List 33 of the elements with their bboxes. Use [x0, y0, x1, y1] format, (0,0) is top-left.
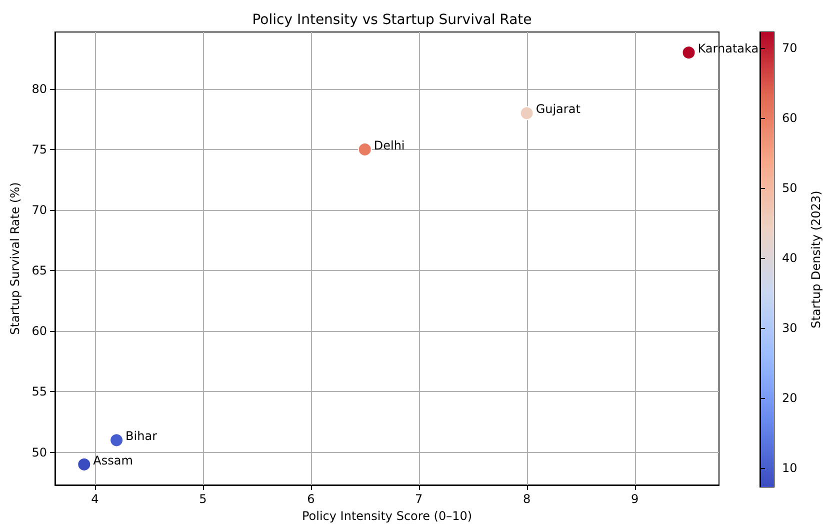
y-axis-title: Startup Survival Rate (%) [8, 182, 22, 335]
point [520, 106, 534, 120]
y-tick-label: 80 [32, 82, 47, 96]
annotation: Delhi [374, 138, 405, 152]
annotation: Bihar [126, 429, 158, 444]
x-tick-label: 5 [199, 492, 207, 506]
y-tick-label: 75 [32, 142, 47, 156]
color-bar-label: 70 [782, 41, 798, 56]
x-tick-label: 7 [415, 492, 423, 506]
color-bar-label: 10 [782, 461, 798, 476]
y-tick-label: 55 [32, 384, 47, 399]
x-tick-label: 9 [630, 492, 639, 506]
color-bar-label: 50 [782, 181, 798, 196]
y-tick-label: 70 [32, 203, 47, 218]
x-axis-title: Policy Intensity Score (0–10) [302, 509, 472, 523]
x-tick-label: 8 [523, 492, 531, 506]
chart-title: Policy Intensity vs Startup Survival Rate [252, 12, 532, 28]
annotation: Assam [93, 453, 133, 468]
y-tick-label: 60 [32, 324, 47, 338]
color-bar-label: 60 [782, 111, 798, 126]
point [77, 457, 92, 472]
color-bar-title: Startup Density (2023) [809, 190, 823, 328]
y-tick-label: 50 [32, 445, 47, 460]
point [110, 433, 124, 448]
point [682, 46, 696, 60]
y-tick-label: 65 [32, 264, 47, 278]
color-bar-label: 40 [782, 251, 798, 266]
color-bar-label: 30 [782, 321, 798, 336]
point [358, 142, 372, 156]
color-bar-label: 20 [782, 391, 798, 406]
x-tick-label: 6 [307, 492, 315, 506]
x-tick-label: 4 [91, 492, 99, 506]
annotation: Gujarat [536, 102, 581, 116]
